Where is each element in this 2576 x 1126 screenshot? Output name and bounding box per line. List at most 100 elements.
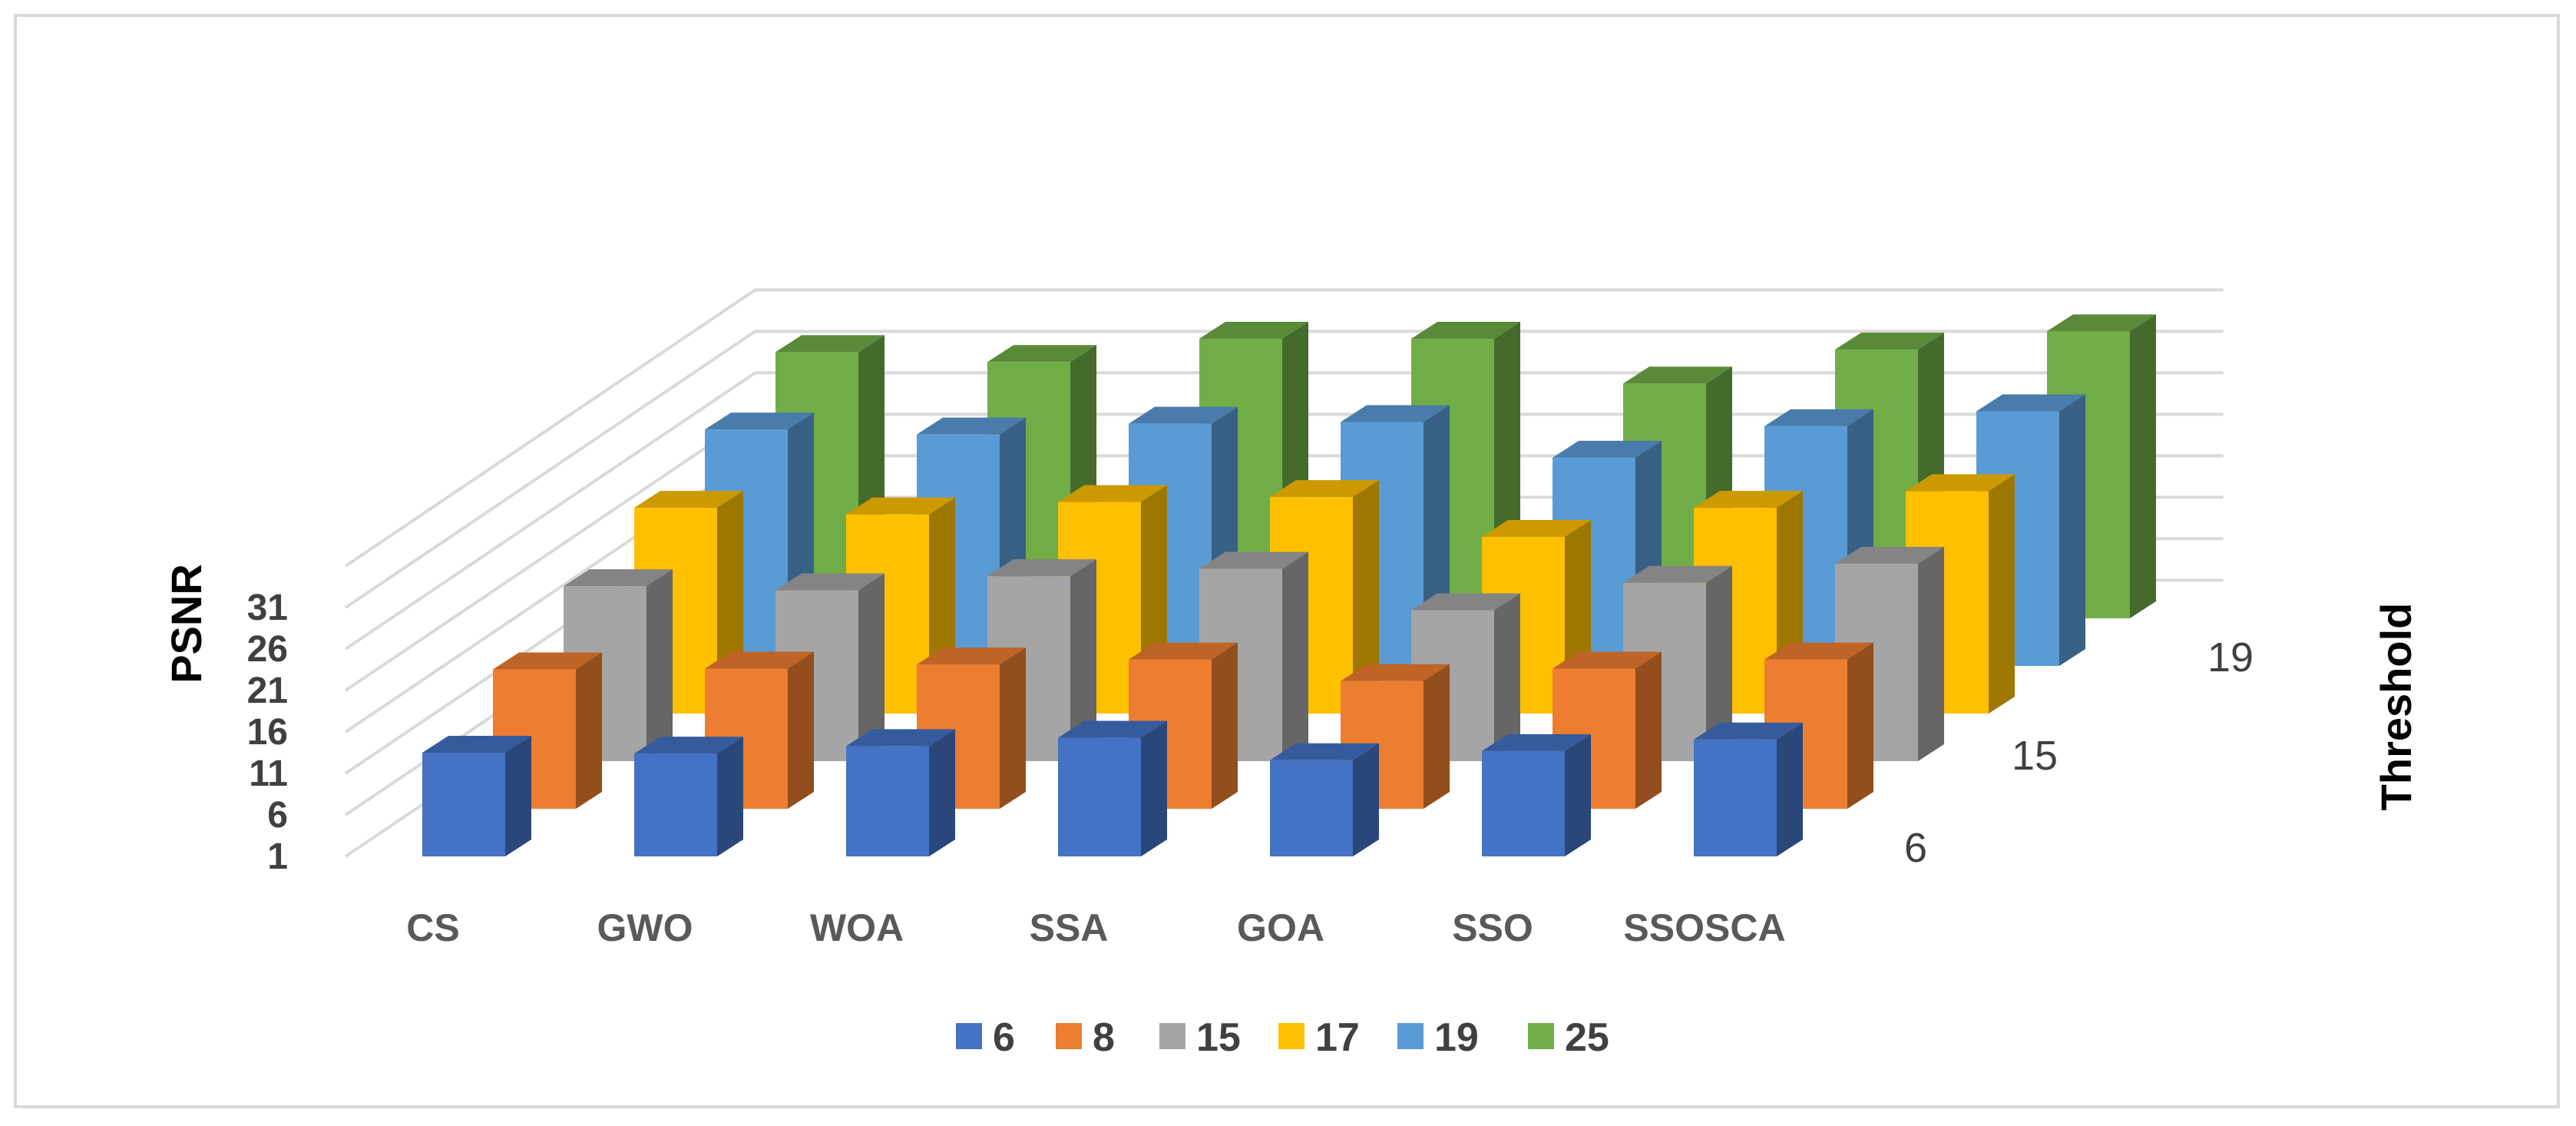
bar-top	[493, 652, 602, 670]
bar-side	[1989, 474, 2015, 714]
bar-front	[846, 746, 929, 856]
x-category-label: SSOSCA	[1623, 906, 1785, 949]
bar-top	[1482, 734, 1591, 751]
bar-top	[1835, 546, 1944, 564]
bar-side	[1424, 664, 1450, 809]
x-category-label: WOA	[810, 906, 904, 949]
legend-label: 6	[993, 1015, 1015, 1060]
legend-label: 19	[1434, 1015, 1479, 1060]
y-tick-label: 26	[247, 629, 288, 670]
bar: GOA / 6: 12.6	[1270, 743, 1379, 856]
depth-label: 15	[2012, 733, 2058, 779]
bar-side	[505, 736, 531, 856]
bar: WOA / 6: 14.3	[846, 729, 955, 856]
bar-top	[846, 497, 955, 515]
x-category-label: SSA	[1030, 906, 1109, 949]
bar-top	[1623, 565, 1732, 583]
bar-side	[1847, 642, 1873, 809]
bar-top	[1341, 664, 1450, 681]
bar-front	[1482, 750, 1565, 856]
gridline	[344, 288, 2224, 568]
legend-label: 25	[1565, 1015, 1609, 1060]
legend-label: 8	[1093, 1015, 1115, 1060]
bar-side	[1918, 546, 1944, 761]
legend-swatch	[956, 1023, 982, 1049]
bar-top	[2047, 314, 2156, 332]
gridline	[344, 330, 2224, 609]
bar-side	[1141, 720, 1167, 856]
bar-top	[1835, 333, 1944, 350]
bar-top	[1482, 519, 1591, 537]
x-category-label: GOA	[1237, 906, 1324, 949]
bar-side	[788, 651, 814, 809]
bar-top	[564, 569, 673, 587]
bar-top	[1129, 642, 1238, 660]
bar-top	[1411, 593, 1520, 611]
bar-top	[1764, 642, 1873, 660]
y-axis-title: PSNR	[162, 564, 210, 684]
y-tick-label: 6	[267, 795, 288, 836]
bar-front	[1270, 760, 1353, 856]
depth-axis-labels: 6 15 19	[1904, 634, 2254, 871]
bar-top	[775, 573, 885, 591]
bar-top	[1341, 405, 1450, 422]
bar-side	[1353, 480, 1379, 714]
bar-front	[422, 753, 505, 856]
bar-top	[705, 412, 814, 430]
bar-top	[1411, 322, 1520, 339]
bar-side	[1635, 651, 1662, 809]
bar-side	[1565, 734, 1591, 856]
bar-top	[634, 491, 743, 508]
legend: 6 8 15 17 19 25	[956, 1015, 1609, 1060]
bar-top	[1058, 720, 1167, 738]
bar-side	[1494, 593, 1520, 761]
bar-top	[422, 736, 531, 753]
bar-top	[705, 651, 814, 669]
bar: SSO / 6: 13.7	[1482, 734, 1591, 856]
bar-side	[576, 652, 602, 809]
gridline	[344, 371, 2224, 651]
bar-side	[1212, 642, 1238, 809]
bar: GWO / 8: 17.9	[705, 651, 814, 809]
bar-top	[1270, 480, 1379, 498]
bar-top	[775, 335, 885, 353]
bar-side	[1777, 722, 1803, 856]
legend-item: 17	[1278, 1015, 1360, 1060]
bar: SSA / 6: 15.3	[1058, 720, 1167, 856]
bar-top	[1553, 651, 1662, 669]
y-tick-label: 31	[247, 588, 288, 628]
legend-swatch	[1056, 1023, 1082, 1049]
bar-top	[1764, 409, 1873, 426]
legend-item: 19	[1397, 1015, 1479, 1060]
bar-top	[987, 559, 1096, 577]
bar-side	[1706, 565, 1732, 761]
x-axis-category-labels: CS GWO WOA SSA GOA SSO SSOSCA	[406, 906, 1785, 949]
legend-label: 15	[1196, 1015, 1241, 1060]
x-category-label: CS	[406, 906, 459, 949]
bar-side	[2059, 394, 2085, 666]
legend-item: 6	[956, 1015, 1015, 1060]
bar-top	[1553, 440, 1662, 458]
bar-top	[1623, 366, 1732, 384]
bar-top	[1694, 491, 1803, 508]
x-category-label: GWO	[597, 906, 693, 949]
bar: GWO / 6: 13.4	[634, 737, 743, 856]
depth-label: 6	[1904, 825, 1927, 871]
bar-side	[2130, 314, 2156, 618]
x-category-label: SSO	[1452, 906, 1533, 949]
bar-side	[717, 737, 743, 856]
y-tick-label: 11	[249, 753, 288, 794]
y-tick-label: 1	[267, 836, 288, 877]
bar-side	[858, 573, 885, 761]
bar: CS / 8: 17.8	[493, 652, 602, 809]
bar-top	[1199, 551, 1308, 569]
bar-top	[1199, 322, 1308, 339]
bar-top	[1058, 485, 1167, 502]
bars: CS / 25: 33.1GWO / 25: 31.9WOA / 25: 34.…	[422, 314, 2156, 856]
legend-item: 25	[1528, 1015, 1609, 1060]
bar-top	[846, 729, 955, 747]
bar-side	[1070, 559, 1096, 761]
bar: SSOSCA / 6: 15.1	[1694, 722, 1803, 856]
